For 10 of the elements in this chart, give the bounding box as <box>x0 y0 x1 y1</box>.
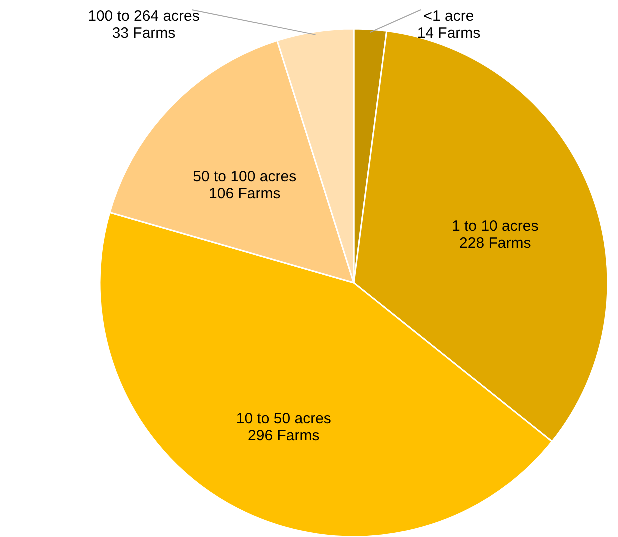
slice-label: 100 to 264 acres <box>88 8 200 25</box>
data-label: 296 Farms <box>248 427 320 444</box>
slice-label: 1 to 10 acres <box>452 218 539 236</box>
data-label: 14 Farms <box>417 25 481 42</box>
slice-label: <1 acre <box>424 8 474 25</box>
slice-label: 50 to 100 acres <box>193 168 297 186</box>
data-label: 106 Farms <box>209 186 281 203</box>
data-label: 228 Farms <box>460 235 532 252</box>
data-label: 33 Farms <box>112 25 176 42</box>
slice-label: 10 to 50 acres <box>236 410 332 428</box>
